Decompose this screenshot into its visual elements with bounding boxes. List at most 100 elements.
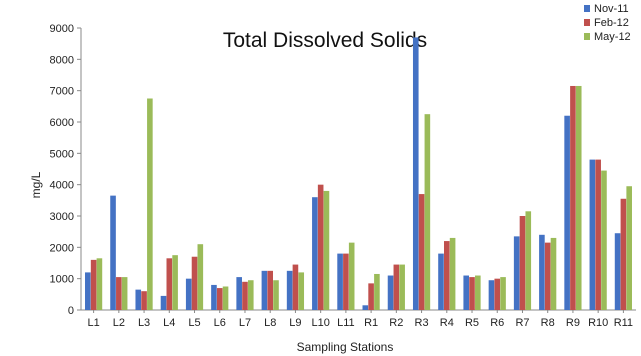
bar-nov-11-l6 <box>211 284 217 310</box>
y-tick-label: 4000 <box>50 180 74 192</box>
x-tick-label: R7 <box>515 317 529 329</box>
x-tick-label: R8 <box>541 317 555 329</box>
x-tick-label: R4 <box>440 317 454 329</box>
bar-nov-11-r9 <box>564 115 570 310</box>
bar-feb-12-r2 <box>393 264 400 310</box>
legend-swatch <box>584 19 590 26</box>
bar-feb-12-l1 <box>90 259 97 310</box>
bar-nov-11-r8 <box>539 234 545 310</box>
bar-may-12-l2 <box>121 277 128 310</box>
bar-feb-12-r4 <box>444 241 450 310</box>
bar-nov-11-r11 <box>614 233 621 310</box>
bar-feb-12-l6 <box>216 288 223 310</box>
bar-nov-11-r6 <box>488 280 495 310</box>
bar-may-12-l3 <box>147 98 153 310</box>
x-tick-label: L8 <box>264 317 276 329</box>
bar-nov-11-l5 <box>185 278 192 310</box>
bar-may-12-l1 <box>96 258 103 310</box>
bar-may-12-l7 <box>247 280 254 310</box>
bar-feb-12-l11 <box>343 253 349 310</box>
bar-feb-12-r7 <box>519 216 526 310</box>
bar-may-12-r4 <box>449 237 456 310</box>
bar-may-12-r10 <box>601 170 607 310</box>
x-tick-label: R11 <box>614 317 633 329</box>
bar-feb-12-l10 <box>317 184 324 310</box>
bar-may-12-r6 <box>500 277 506 310</box>
x-tick-label: R9 <box>566 317 580 329</box>
bar-nov-11-l7 <box>236 277 242 310</box>
bar-feb-12-r1 <box>368 283 374 310</box>
bar-nov-11-r3 <box>412 37 419 311</box>
legend: Nov-11 Feb-12 May-12 <box>584 3 631 43</box>
bar-feb-12-r11 <box>620 198 627 310</box>
x-tick-label: L4 <box>163 317 175 329</box>
bar-feb-12-r8 <box>544 242 551 310</box>
y-tick-label: 0 <box>68 305 74 317</box>
bar-may-12-r8 <box>550 237 557 310</box>
x-tick-label: L7 <box>239 317 251 329</box>
x-tick-label: R6 <box>490 317 504 329</box>
y-tick-label: 9000 <box>50 23 74 35</box>
x-tick-label: L6 <box>214 317 226 329</box>
bar-may-12-r5 <box>475 275 481 310</box>
bar-nov-11-l10 <box>312 197 318 310</box>
x-axis-label: Sampling Stations <box>297 340 394 354</box>
bar-feb-12-l2 <box>116 277 122 310</box>
bar-feb-12-r6 <box>494 278 501 310</box>
bar-may-12-r1 <box>374 273 380 310</box>
bar-feb-12-l5 <box>191 256 198 310</box>
bar-may-12-l4 <box>172 255 178 310</box>
bar-may-12-l6 <box>222 286 229 310</box>
y-tick-label: 7000 <box>50 86 74 98</box>
y-tick-label: 5000 <box>50 148 74 160</box>
bar-feb-12-l8 <box>267 270 273 310</box>
y-tick-label: 1000 <box>50 274 74 286</box>
bar-nov-11-l3 <box>135 289 142 310</box>
bar-may-12-l11 <box>348 242 355 310</box>
x-tick-label: R1 <box>364 317 378 329</box>
legend-label: May-12 <box>594 31 631 43</box>
bar-nov-11-l4 <box>160 295 167 310</box>
bar-nov-11-l8 <box>261 270 268 310</box>
x-tick-label: L11 <box>337 317 355 329</box>
bar-feb-12-l4 <box>166 258 173 310</box>
bar-feb-12-r10 <box>595 159 601 310</box>
bar-may-12-l9 <box>298 272 305 310</box>
bar-nov-11-l11 <box>337 253 343 310</box>
x-tick-label: L1 <box>87 317 99 329</box>
bar-nov-11-l9 <box>286 270 293 310</box>
bar-feb-12-r5 <box>469 277 475 310</box>
legend-swatch <box>584 33 590 40</box>
bar-may-12-r9 <box>575 85 582 310</box>
chart-title: Total Dissolved Solids <box>223 29 427 52</box>
bar-nov-11-r10 <box>589 159 596 310</box>
legend-label: Nov-11 <box>594 3 629 15</box>
x-tick-label: L5 <box>188 317 200 329</box>
y-tick-label: 3000 <box>50 211 74 223</box>
bar-feb-12-r3 <box>418 194 425 310</box>
bar-nov-11-r1 <box>362 305 369 310</box>
plot-area: 0 1000 2000 3000 4000 5000 6000 7000 8000 9000 L1 L… <box>50 23 636 329</box>
bar-nov-11-l1 <box>85 272 91 310</box>
bar-may-12-r7 <box>525 211 532 310</box>
y-tick-label: 2000 <box>50 242 74 254</box>
bar-may-12-l5 <box>197 244 204 310</box>
bar-may-12-r2 <box>399 264 405 310</box>
bar-feb-12-l9 <box>292 264 299 310</box>
y-tick-label: 6000 <box>50 117 74 129</box>
x-tick-label: L3 <box>138 317 150 329</box>
x-tick-label: L2 <box>113 317 125 329</box>
bar-may-12-l10 <box>323 190 330 310</box>
legend-swatch <box>584 5 590 12</box>
x-tick-label: R5 <box>465 317 479 329</box>
bar-feb-12-r9 <box>570 85 576 310</box>
y-axis-label: mg/L <box>29 171 43 198</box>
legend-label: Feb-12 <box>594 17 629 29</box>
bar-nov-11-l2 <box>110 195 116 310</box>
bar-nov-11-r5 <box>463 275 470 310</box>
x-tick-label: L10 <box>311 317 329 329</box>
bar-may-12-r3 <box>424 114 431 310</box>
bar-feb-12-l3 <box>141 291 147 310</box>
bar-nov-11-r4 <box>438 253 444 310</box>
